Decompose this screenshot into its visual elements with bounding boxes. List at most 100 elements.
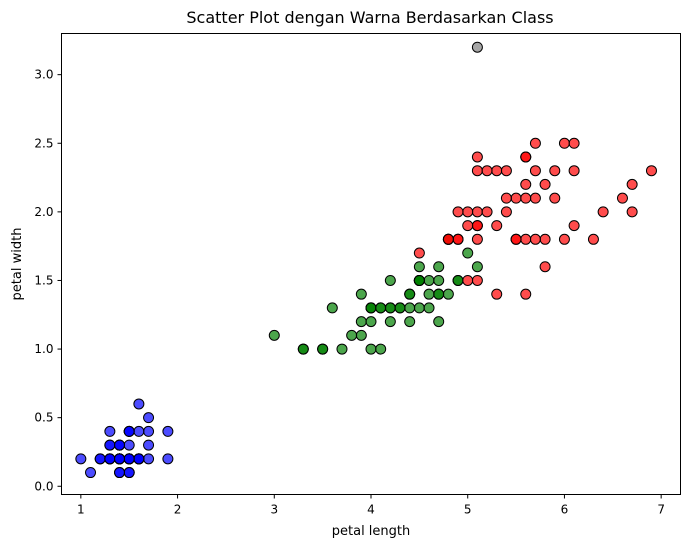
data-point-1-26	[442, 288, 454, 300]
data-point-2-44	[529, 137, 541, 149]
data-point-2-9	[568, 137, 580, 149]
chart-title: Scatter Plot dengan Warna Berdasarkan Cl…	[186, 8, 553, 27]
data-point-0-43	[133, 398, 145, 410]
data-point-0-26	[133, 425, 145, 437]
data-point-2-22	[626, 206, 638, 218]
data-point-0-35	[94, 453, 106, 465]
data-point-2-42	[471, 220, 483, 232]
data-point-2-40	[520, 151, 532, 163]
data-point-1-35	[413, 261, 425, 273]
data-point-1-46	[384, 302, 396, 314]
data-point-2-28	[520, 192, 532, 204]
data-point-2-12	[510, 192, 522, 204]
data-point-0-45	[114, 439, 126, 451]
y-axis-ticks: 0.0 0.5 1.0 1.5 2.0 2.5 3.0	[34, 68, 62, 493]
data-point-1-48	[268, 329, 280, 341]
data-point-2-29	[539, 261, 551, 273]
data-point-1-40	[404, 316, 416, 328]
data-point-2-39	[500, 192, 512, 204]
data-point-2-47	[481, 206, 493, 218]
data-point-0-24	[162, 453, 174, 465]
data-point-2-3	[520, 233, 532, 245]
data-point-2-48	[500, 165, 512, 177]
data-point-1-23	[433, 316, 445, 328]
data-point-0-20	[143, 453, 155, 465]
x-tick-label: 1	[77, 503, 85, 517]
data-point-1-31	[336, 343, 348, 355]
data-point-2-33	[471, 274, 483, 286]
data-point-2-17	[626, 178, 638, 190]
data-point-2-0	[558, 137, 570, 149]
x-tick-label: 3	[270, 503, 278, 517]
data-point-2-27	[452, 233, 464, 245]
data-point-2-4	[539, 178, 551, 190]
data-point-1-34	[413, 274, 425, 286]
data-point-2-24	[529, 192, 541, 204]
y-tick-label: 0.0	[34, 479, 53, 493]
data-point-2-49	[471, 233, 483, 245]
data-point-0-31	[123, 425, 135, 437]
data-point-0-13	[85, 467, 97, 479]
y-tick-label: 0.5	[34, 411, 53, 425]
data-point-2-52	[500, 206, 512, 218]
y-tick-label: 1.0	[34, 342, 53, 356]
x-axis-ticks: 1 2 3 4 5 6 7	[77, 494, 665, 517]
data-point-2-38	[442, 233, 454, 245]
data-point-2-35	[568, 165, 580, 177]
data-point-1-43	[297, 343, 309, 355]
data-point-2-31	[597, 206, 609, 218]
data-point-1-22	[452, 274, 464, 286]
data-point-2-10	[471, 206, 483, 218]
data-point-1-47	[394, 302, 406, 314]
data-point-1-27	[462, 247, 474, 259]
data-point-1-42	[365, 316, 377, 328]
data-point-2-6	[413, 247, 425, 259]
data-point-1-17	[375, 343, 387, 355]
data-point-2-8	[539, 233, 551, 245]
data-point-1-5	[413, 302, 425, 314]
data-point-2-15	[491, 165, 503, 177]
data-point-1-14	[326, 302, 338, 314]
data-point-2-50	[491, 288, 503, 300]
data-point-1-25	[404, 288, 416, 300]
data-point-0-16	[104, 425, 116, 437]
data-point-0-19	[123, 439, 135, 451]
x-axis-label: petal length	[332, 524, 411, 539]
data-point-2-18	[645, 165, 657, 177]
data-point-1-39	[365, 302, 377, 314]
data-point-2-46	[462, 220, 474, 232]
y-axis-label: petal width	[10, 228, 25, 301]
data-point-2-34	[520, 288, 532, 300]
y-tick-label: 3.0	[34, 68, 53, 82]
data-point-2-43	[549, 165, 561, 177]
data-point-2-14	[471, 151, 483, 163]
data-point-1-11	[384, 274, 396, 286]
data-point-1-4	[423, 274, 435, 286]
data-point-1-6	[433, 261, 445, 273]
data-point-1-29	[317, 343, 329, 355]
data-point-2-13	[462, 206, 474, 218]
data-point-0-49	[114, 453, 126, 465]
data-point-2-41	[471, 165, 483, 177]
data-point-2-51	[529, 233, 541, 245]
data-point-0-48	[123, 453, 135, 465]
data-point-1-32	[355, 316, 367, 328]
x-tick-label: 5	[464, 503, 472, 517]
data-point-0-22	[75, 453, 87, 465]
y-tick-label: 2.0	[34, 205, 53, 219]
data-point-0-32	[123, 467, 135, 479]
data-point-2-32	[520, 178, 532, 190]
data-point-2-5	[616, 192, 628, 204]
data-point-1-9	[355, 288, 367, 300]
x-tick-label: 4	[367, 503, 375, 517]
data-point-2-45	[481, 165, 493, 177]
x-tick-label: 2	[174, 503, 182, 517]
data-point-2-30	[568, 220, 580, 232]
data-point-3-0	[471, 41, 483, 53]
data-point-1-45	[384, 316, 396, 328]
data-point-1-41	[423, 288, 435, 300]
y-tick-label: 2.5	[34, 136, 53, 150]
data-point-2-7	[587, 233, 599, 245]
data-point-1-19	[355, 329, 367, 341]
data-point-2-19	[462, 274, 474, 286]
